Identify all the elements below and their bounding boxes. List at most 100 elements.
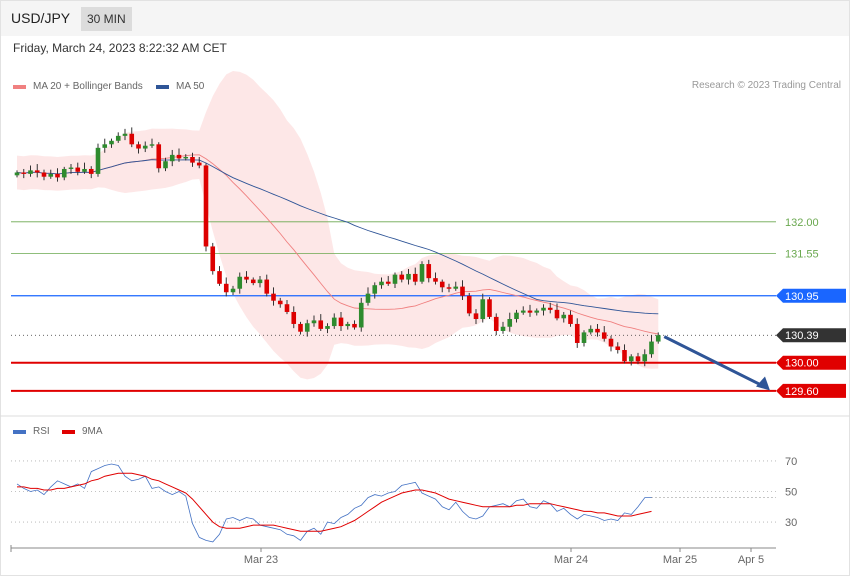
candle <box>271 287 276 306</box>
candle-body <box>446 287 452 289</box>
candle <box>561 311 567 323</box>
candle-body <box>203 165 209 247</box>
candle <box>507 312 513 332</box>
candle-body <box>608 338 614 347</box>
candle-body <box>520 310 526 313</box>
candle-body <box>230 288 236 293</box>
candle-body <box>129 133 135 145</box>
x-tick-label: Mar 25 <box>663 554 697 566</box>
candle <box>608 335 614 352</box>
candle <box>358 297 364 332</box>
candle <box>156 142 162 173</box>
candle-body <box>61 168 67 178</box>
candle <box>345 321 351 330</box>
candle <box>277 297 283 308</box>
candle-body <box>507 319 513 327</box>
candle-body <box>338 317 344 327</box>
candle <box>250 277 256 286</box>
candle-body <box>419 264 425 282</box>
candle <box>257 276 263 288</box>
level-label-131.55: 131.55 <box>785 249 819 261</box>
candle-body <box>635 356 641 362</box>
candle-body <box>460 286 465 296</box>
timeframe-button[interactable]: 30 MIN <box>81 7 132 31</box>
candle <box>163 157 168 172</box>
forecast-arrow-line <box>663 335 763 387</box>
candle <box>55 168 60 182</box>
candle <box>331 313 337 329</box>
ma50-swatch <box>156 84 169 89</box>
candle <box>547 302 553 314</box>
candle-body <box>379 281 384 286</box>
candle <box>190 152 195 167</box>
candle <box>217 266 222 286</box>
candle-body <box>82 168 87 172</box>
candle <box>466 292 472 317</box>
candle <box>412 267 418 286</box>
candle <box>642 349 648 367</box>
candle-body <box>136 144 141 149</box>
candle-body <box>527 310 533 313</box>
candle <box>365 287 371 306</box>
candle-body <box>271 293 276 301</box>
candle-body <box>358 302 364 328</box>
candle <box>115 132 121 143</box>
candle <box>48 169 54 179</box>
candle-body <box>561 314 567 319</box>
candle <box>129 127 135 148</box>
candle <box>142 141 148 153</box>
candle <box>615 342 621 354</box>
candle-body <box>169 154 175 162</box>
candle <box>291 306 297 329</box>
rsi-tick-50: 50 <box>785 487 797 499</box>
candle <box>628 354 634 366</box>
candle <box>149 138 155 148</box>
candle-body <box>176 154 182 159</box>
candle-body <box>426 264 432 279</box>
candle-body <box>237 276 243 289</box>
candle-body <box>433 278 438 282</box>
candles <box>14 127 661 367</box>
candle-body <box>493 316 499 331</box>
candle-body <box>291 311 297 324</box>
candle <box>75 162 81 176</box>
candle-body <box>331 317 337 327</box>
candle-body <box>439 281 445 288</box>
candle-body <box>480 299 486 320</box>
candle-body <box>412 273 418 282</box>
candle-body <box>325 326 330 329</box>
candle <box>426 259 432 283</box>
candle <box>230 285 236 296</box>
candle-body <box>649 341 654 355</box>
candle-body <box>466 295 472 314</box>
candle-body <box>68 167 74 169</box>
candle-body <box>365 293 371 303</box>
candle <box>68 164 74 174</box>
candle <box>473 309 479 324</box>
candle <box>203 163 209 252</box>
candle <box>554 303 560 321</box>
legend-ma50-label: MA 50 <box>176 81 205 92</box>
forecast-arrow-head <box>756 376 770 391</box>
candle <box>169 149 175 167</box>
candle-body <box>196 162 202 166</box>
candle <box>622 344 627 364</box>
candle-body <box>406 273 411 280</box>
level-label-130.39: 130.39 <box>785 330 819 342</box>
candle <box>460 280 465 300</box>
candle-body <box>122 133 128 136</box>
candle-body <box>601 332 607 339</box>
candle <box>325 323 330 334</box>
candle-body <box>581 332 587 343</box>
candle-body <box>75 167 81 172</box>
candle-body <box>642 354 648 362</box>
x-tick-label: Mar 23 <box>244 554 278 566</box>
candle <box>196 156 202 169</box>
candle-body <box>615 346 621 351</box>
candle <box>338 311 344 331</box>
timestamp: Friday, March 24, 2023 8:22:32 AM CET <box>13 41 227 55</box>
candle <box>446 283 452 293</box>
candle-body <box>34 170 40 173</box>
candle-body <box>487 299 492 317</box>
candle <box>298 321 303 335</box>
